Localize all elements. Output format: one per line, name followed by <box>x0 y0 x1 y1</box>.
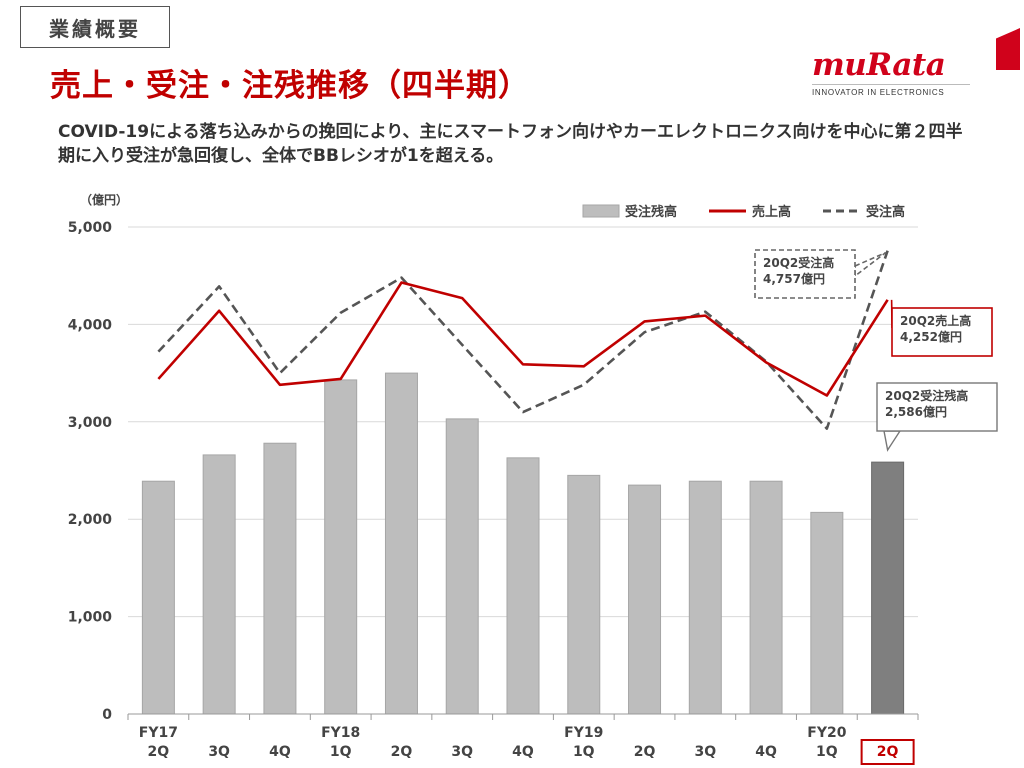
y-tick-label: 5,000 <box>68 220 113 236</box>
bar-backlog <box>810 511 844 715</box>
x-tick-quarter-label: 2Q <box>391 744 413 760</box>
backlog-callout-text: 20Q2受注残高 <box>885 388 968 403</box>
bar-backlog <box>628 484 662 715</box>
bar-backlog <box>506 457 540 715</box>
x-tick-quarter-label: 3Q <box>451 744 473 760</box>
x-tick-quarter-label: 3Q <box>208 744 230 760</box>
bar-backlog <box>871 461 905 715</box>
x-tick-fy-label: FY18 <box>321 725 360 741</box>
bar-backlog <box>263 442 297 715</box>
x-tick-quarter-label: 2Q <box>634 744 656 760</box>
line-sales <box>157 281 889 397</box>
order-callout-text: 20Q2受注高 <box>763 255 834 270</box>
company-logo: muRata INNOVATOR IN ELECTRONICS <box>812 48 970 97</box>
bar-backlog <box>384 372 418 715</box>
y-tick-label: 1,000 <box>68 610 113 626</box>
x-tick-quarter-label: 4Q <box>755 744 777 760</box>
y-unit-label: （億円） <box>80 192 128 207</box>
x-tick-quarter-label: 4Q <box>512 744 534 760</box>
bar-backlog <box>749 480 783 715</box>
x-tick-quarter-label: 1Q <box>330 744 352 760</box>
y-tick-label: 2,000 <box>68 512 113 528</box>
bar-backlog <box>445 418 479 715</box>
sales-callout-text: 20Q2売上高 <box>900 313 971 328</box>
x-tick-quarter-label: 4Q <box>269 744 291 760</box>
x-tick-quarter-label: 1Q <box>573 744 595 760</box>
x-tick-quarter-label: 3Q <box>694 744 716 760</box>
legend-orders-label: 受注高 <box>866 204 905 220</box>
sales-callout-box <box>891 307 993 357</box>
sales-callout-text: 4,252億円 <box>900 329 962 344</box>
lead-text: COVID-19による落ち込みからの挽回により、主にスマートフォン向けやカーエレ… <box>58 122 963 166</box>
y-tick-label: 0 <box>102 707 112 723</box>
line-orders <box>157 250 889 430</box>
section-tag: 業績概要 <box>20 6 170 48</box>
x-tick-fy-label: FY17 <box>139 725 178 741</box>
x-tick-quarter-label: 1Q <box>816 744 838 760</box>
bar-backlog <box>688 480 722 715</box>
logo-wordmark: muRata <box>812 47 946 83</box>
page-title: 売上・受注・注残推移（四半期） <box>50 68 530 104</box>
legend-backlog-swatch <box>582 204 620 218</box>
backlog-callout-text: 2,586億円 <box>885 404 947 419</box>
backlog-callout-box <box>876 382 998 432</box>
x-tick-fy-label: FY19 <box>564 725 603 741</box>
bar-backlog <box>324 379 358 715</box>
order-callout-text: 4,757億円 <box>763 271 825 286</box>
order-callout-tail <box>854 251 887 278</box>
bar-backlog <box>202 454 236 715</box>
x-tick-quarter-label: 2Q <box>877 744 899 760</box>
legend-sales-label: 売上高 <box>752 204 791 220</box>
x-tick-fy-label: FY20 <box>807 725 846 741</box>
logo-tagline: INNOVATOR IN ELECTRONICS <box>812 88 945 97</box>
backlog-callout-tail <box>883 430 902 452</box>
bar-backlog <box>141 480 175 715</box>
order-callout-box <box>754 249 856 299</box>
legend-backlog-label: 受注残高 <box>625 204 677 220</box>
x-tick-quarter-label: 2Q <box>148 744 170 760</box>
y-tick-label: 3,000 <box>68 415 113 431</box>
bar-backlog <box>567 474 601 715</box>
logo-rule <box>812 84 970 85</box>
y-tick-label: 4,000 <box>68 317 113 333</box>
current-quarter-frame <box>860 739 915 765</box>
